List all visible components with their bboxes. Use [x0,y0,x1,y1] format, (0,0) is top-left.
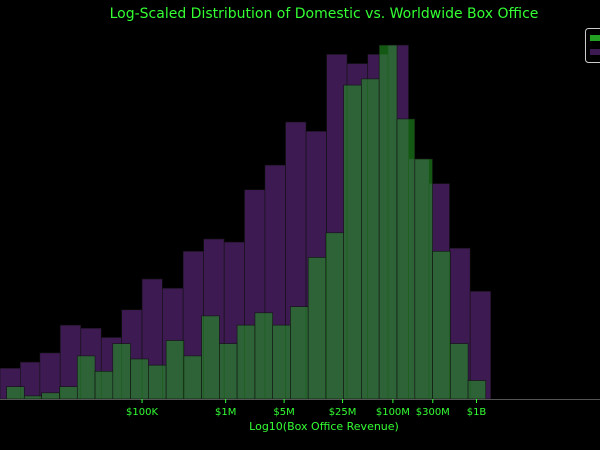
histogram-bar-series-2-bin-14 [236,324,256,400]
histogram-bar-series-2-bin-4 [59,386,78,400]
x-tick-label: $1B [467,407,487,418]
x-ticks: $100K $1M $5M $25M $100M $300M $1B [126,399,486,418]
histogram-bar-series-2-bin-20 [343,84,362,400]
histogram-bar-series-1-bin-3 [39,352,61,400]
histogram-bar-series-2-bin-1 [6,386,25,400]
histogram-bar-series-2-bin-9 [148,364,167,400]
histogram-bar-series-2-bin-23 [396,118,416,400]
histogram-bar-series-2-bin-17 [290,306,309,400]
histogram-bar-series-2-bin-19 [325,232,344,400]
histogram-bar-series-2-bin-27 [467,380,487,400]
histogram-bar-series-2-bin-15 [254,312,273,400]
histogram-bar-series-2-bin-6 [94,370,114,400]
histogram-bar-series-2-bin-11 [183,355,202,400]
histogram-bar-series-2-bin-7 [112,343,131,400]
histogram-bar-series-2-bin-2 [23,395,42,400]
histogram-bar-series-2-bin-8 [130,358,149,400]
legend-swatch-2 [590,49,600,55]
legend-swatch-1 [590,35,600,41]
x-tick-label: $5M [273,407,294,418]
histogram-bar-series-2-bin-10 [165,340,185,400]
histogram-bar-series-2-bin-3 [41,392,60,400]
x-tick-label: $100M [376,407,410,418]
histogram-bar-series-2-bin-26 [449,343,469,400]
x-tick-label: $100K [126,407,158,418]
x-tick-label: $300M [416,407,450,418]
histogram-bar-series-2-bin-25 [432,250,451,400]
histogram-bar-series-2-bin-16 [272,324,291,400]
histogram-bar-series-2-bin-24 [414,158,433,400]
chart-title: Log-Scaled Distribution of Domestic vs. … [110,6,539,22]
legend [585,28,600,63]
x-axis-label: Log10(Box Office Revenue) [249,420,399,433]
legend-box [585,28,600,63]
histogram-bar-series-2-bin-22 [378,44,398,400]
histogram-bar-series-2-bin-18 [307,257,327,400]
x-tick-label: $1M [215,407,236,418]
histogram-bar-series-2-bin-12 [201,315,220,400]
x-tick-label: $25M [329,407,357,418]
histogram-bar-series-2-bin-13 [219,343,238,400]
histogram-bar-series-2-bin-5 [76,355,96,400]
histogram-bar-series-2-bin-21 [361,78,380,400]
